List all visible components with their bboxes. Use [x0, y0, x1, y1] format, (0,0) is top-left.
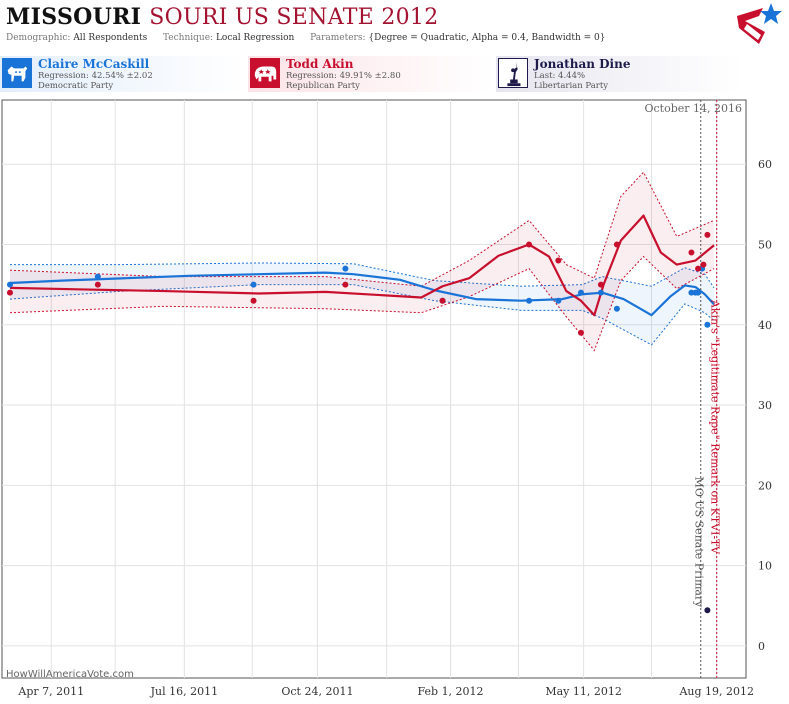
parameters-value[interactable]: {Degree = Quadratic, Alpha = 0.4, Bandwi…: [368, 33, 606, 43]
date-label: October 14, 2016: [644, 102, 742, 115]
demographic-value[interactable]: All Respondents: [73, 33, 148, 43]
demographic-label: Demographic:: [6, 33, 71, 43]
poll-point: [94, 281, 101, 288]
watermark[interactable]: HowWillAmericaVote.com: [6, 669, 134, 680]
candidate-name: Jonathan Dine: [534, 57, 631, 71]
event-markers: MO US Senate Primary Akin's "Legitimate R…: [693, 100, 722, 678]
y-tick-label: 40: [758, 319, 772, 332]
poll-point: [6, 281, 13, 288]
poll-point: [342, 265, 349, 272]
y-tick-label: 50: [758, 239, 772, 252]
poll-point: [526, 241, 533, 248]
page-title: MISSOURI SOURI US SENATE 2012: [6, 4, 439, 30]
poll-point: [704, 321, 711, 328]
elephant-icon: [250, 58, 280, 88]
header: MISSOURI SOURI US SENATE 2012 Demographi…: [0, 0, 789, 50]
poll-point: [688, 249, 695, 256]
plot-frame: [1, 99, 747, 679]
event-label: MO US Senate Primary: [693, 477, 706, 609]
event-label: Akin's "Legitimate Rape" Remark on KTVI-…: [709, 299, 722, 555]
y-tick-label: 60: [758, 158, 772, 171]
x-tick-label: Feb 1, 2012: [417, 685, 483, 698]
candidate-card-akin[interactable]: Todd Akin Regression: 49.91% ±2.80 Repub…: [248, 56, 494, 92]
candidate-party: Democratic Party: [38, 81, 114, 91]
candidate-party: Libertarian Party: [534, 81, 609, 91]
poll-point: [94, 273, 101, 280]
band-upper: [9, 171, 715, 287]
candidate-stat: Regression: 49.91% ±2.80: [286, 71, 401, 81]
parameters-label: Parameters:: [310, 33, 366, 43]
y-tick-label: 30: [758, 399, 772, 412]
site-logo-icon[interactable]: [733, 2, 783, 48]
poll-point: [577, 289, 584, 296]
y-tick-label: 20: [758, 479, 772, 492]
band-area: [9, 172, 715, 351]
donkey-icon: [2, 58, 32, 88]
candidate-stat: Last: 4.44%: [534, 71, 586, 81]
poll-point: [695, 265, 702, 272]
poll-point: [597, 281, 604, 288]
poll-point: [555, 297, 562, 304]
regression-lines: [9, 214, 715, 317]
statue-of-liberty-icon: [498, 58, 528, 88]
confidence-bands: [9, 171, 715, 352]
candidate-name: Claire McCaskill: [38, 57, 150, 71]
poll-point: [613, 305, 620, 312]
poll-point: [704, 231, 711, 238]
poll-point: [342, 281, 349, 288]
parameters-line: Demographic: All Respondents Technique: …: [6, 33, 605, 43]
poll-point: [704, 607, 711, 614]
technique-value[interactable]: Local Regression: [215, 33, 295, 43]
poll-chart: MO US Senate Primary Akin's "Legitimate R…: [1, 99, 772, 698]
poll-point: [250, 281, 257, 288]
x-tick-label: Jul 16, 2011: [150, 685, 219, 698]
x-tick-label: Aug 19, 2012: [678, 685, 754, 698]
poll-point: [6, 289, 13, 296]
title-race: SOURI US SENATE 2012: [149, 5, 439, 30]
poll-point: [250, 297, 257, 304]
y-tick-label: 0: [758, 640, 765, 653]
axis-labels: 0 10 20 30 40 50 60 Apr 7, 2011 Jul 16, 2011 Oct …: [17, 158, 772, 698]
candidate-legend: Claire McCaskill Regression: 42.54% ±2.0…: [0, 56, 789, 92]
poll-point: [700, 261, 707, 268]
poll-point: [439, 297, 446, 304]
series-line: [9, 271, 715, 317]
y-tick-label: 10: [758, 560, 772, 573]
band-area: [9, 262, 715, 345]
band-lower: [9, 255, 715, 352]
poll-point: [695, 289, 702, 296]
poll-point: [597, 289, 604, 296]
title-state: MISSOURI: [6, 4, 142, 30]
poll-points: [6, 231, 711, 614]
poll-point: [613, 241, 620, 248]
poll-point: [526, 297, 533, 304]
x-tick-label: Oct 24, 2011: [281, 685, 353, 698]
technique-label: Technique:: [163, 33, 214, 43]
candidate-card-dine[interactable]: Jonathan Dine Last: 4.44% Libertarian Pa…: [496, 56, 742, 92]
poll-point: [577, 329, 584, 336]
candidate-name: Todd Akin: [286, 57, 354, 71]
candidate-party: Republican Party: [286, 81, 360, 91]
series-line: [9, 214, 715, 317]
candidate-card-mccaskill[interactable]: Claire McCaskill Regression: 42.54% ±2.0…: [0, 56, 246, 92]
band-lower: [9, 284, 715, 346]
x-tick-label: Apr 7, 2011: [17, 685, 84, 698]
poll-point: [555, 257, 562, 264]
candidate-stat: Regression: 42.54% ±2.02: [38, 71, 153, 81]
x-tick-label: May 11, 2012: [545, 685, 622, 698]
